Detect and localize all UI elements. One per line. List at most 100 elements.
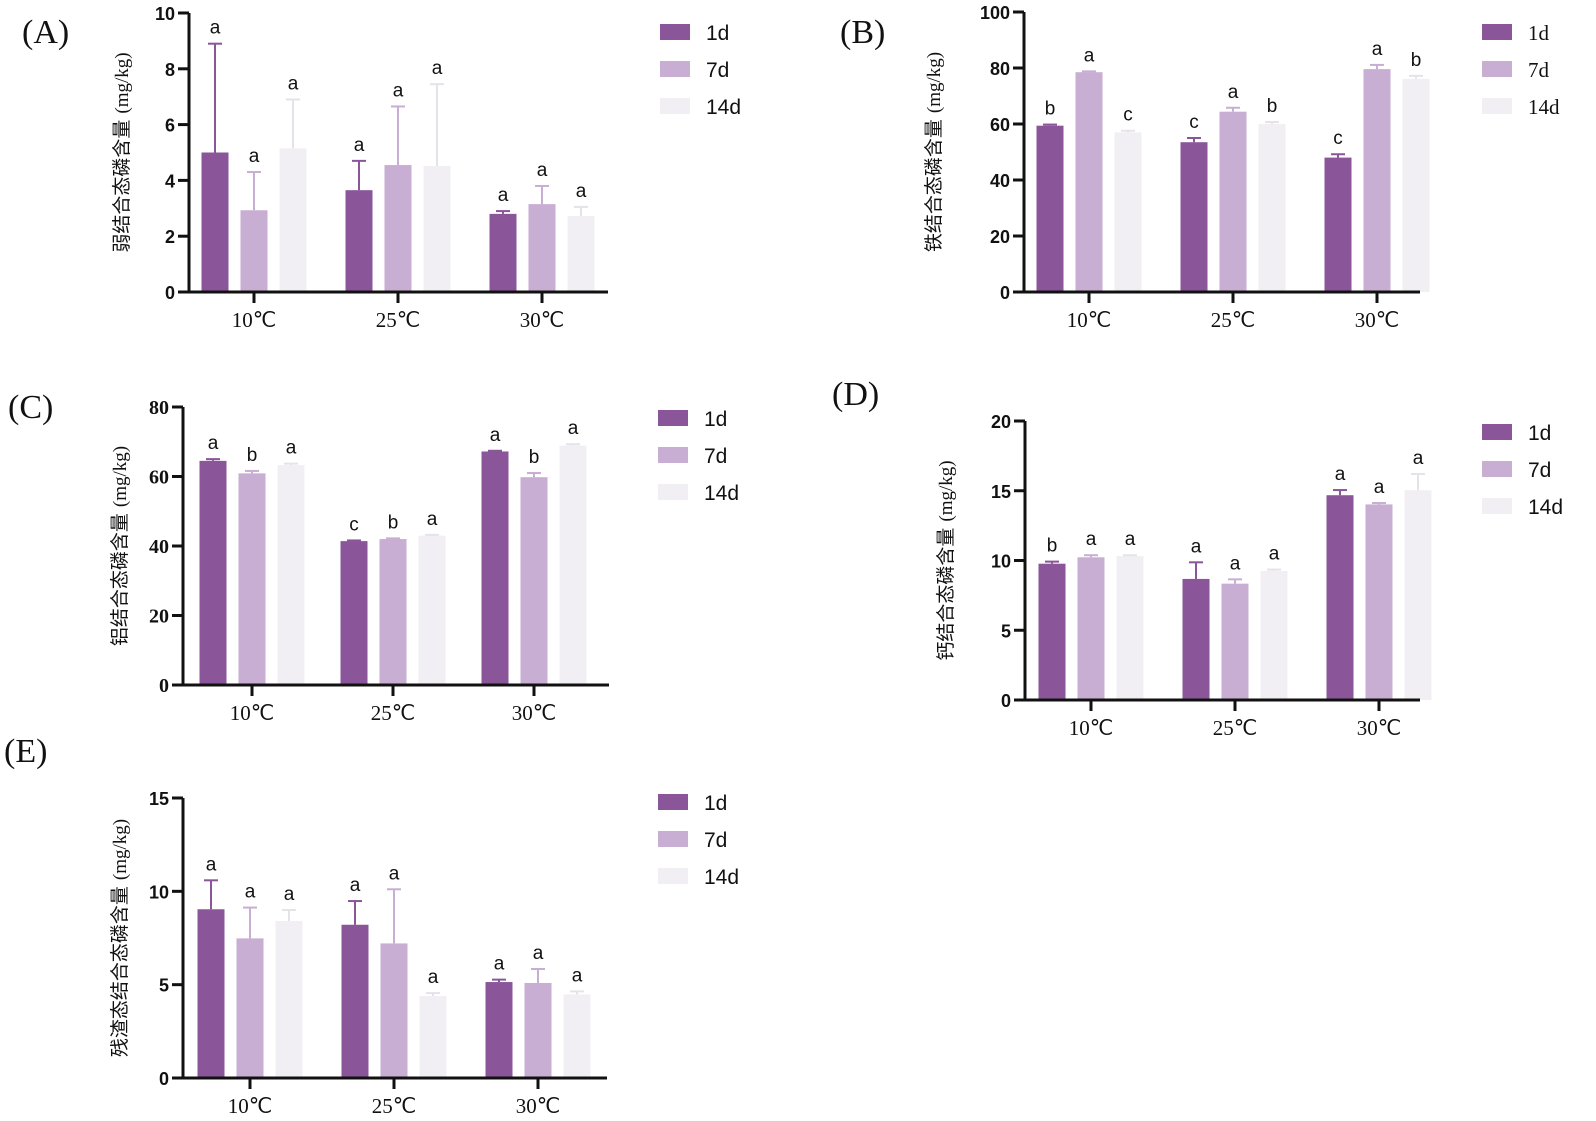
significance-letter-7d-2: a: [1372, 39, 1383, 60]
bar-14d-1: [1260, 570, 1288, 700]
significance-letter-1d-1: a: [350, 875, 361, 896]
significance-letter-1d-0: b: [1045, 99, 1056, 120]
y-axis-label-unit: (mg/kg): [936, 460, 957, 521]
legend-swatch-1d: [1482, 24, 1512, 40]
legend-label-1d: 1d: [704, 408, 727, 431]
legend: 1d 7d 14d: [1482, 422, 1563, 519]
panel-label: (C): [8, 389, 53, 426]
legend-label-14d: 14d: [706, 96, 741, 119]
significance-letter-14d-2: a: [568, 418, 579, 439]
bar-14d-2: [559, 445, 587, 685]
significance-letter-14d-2: a: [576, 181, 587, 202]
y-tick-label: 0: [159, 1069, 169, 1089]
y-tick-label: 60: [149, 467, 169, 489]
y-axis-label-unit: (mg/kg): [112, 52, 133, 113]
y-tick-label: 20: [991, 412, 1011, 432]
significance-letter-7d-1: a: [1228, 82, 1239, 103]
significance-letter-14d-1: a: [432, 58, 443, 79]
bar-1d-2: [489, 213, 517, 292]
y-axis-label: 弱结合态磷含量 (mg/kg): [111, 52, 133, 252]
legend-swatch-1d: [658, 794, 688, 810]
significance-letter-7d-2: a: [537, 160, 548, 181]
y-tick-label: 0: [1000, 283, 1010, 303]
legend: 1d 7d 14d: [658, 408, 739, 505]
legend-label-7d: 7d: [1528, 459, 1551, 482]
y-tick-label: 15: [991, 482, 1011, 502]
legend-label-7d: 7d: [706, 59, 729, 82]
legend-label-7d: 7d: [1528, 58, 1550, 82]
x-tick-label: 10℃: [232, 308, 277, 332]
legend-swatch-1d: [660, 24, 690, 40]
bar-1d-2: [1324, 157, 1352, 292]
x-tick-label: 10℃: [1069, 716, 1114, 740]
y-tick-label: 80: [149, 397, 169, 419]
y-axis-label-name: 钙结合态磷含量: [935, 528, 957, 661]
bar-1d-1: [340, 541, 368, 685]
bar-7d-2: [1363, 69, 1391, 293]
y-tick-label: 0: [1001, 691, 1011, 711]
y-tick-label: 10: [155, 4, 175, 24]
significance-letter-7d-0: b: [247, 445, 258, 466]
significance-letter-7d-1: a: [389, 863, 400, 884]
significance-letter-1d-1: c: [349, 514, 359, 535]
y-tick-label: 0: [159, 675, 169, 697]
significance-letter-1d-2: a: [498, 185, 509, 206]
y-axis-label-name: 铝结合态磷含量: [109, 513, 131, 646]
y-axis-label-unit: (mg/kg): [110, 446, 131, 507]
x-tick-label: 10℃: [1067, 308, 1112, 332]
x-tick-label: 30℃: [1355, 308, 1400, 332]
bar-1d-1: [345, 190, 373, 292]
significance-letter-14d-0: c: [1123, 105, 1133, 126]
x-tick-label: 25℃: [376, 308, 421, 332]
legend-label-1d: 1d: [1528, 21, 1550, 45]
significance-letter-14d-2: a: [572, 965, 583, 986]
bar-1d-1: [1180, 142, 1208, 292]
significance-letter-14d-1: b: [1267, 96, 1278, 117]
bar-14d-0: [275, 921, 303, 1078]
bar-14d-1: [418, 535, 446, 685]
panel-e: (E) 残渣态结合态磷含量 (mg/kg) a a a a a a a a a 0 5 10 15 10℃ 25℃…: [4, 733, 739, 1118]
legend-swatch-1d: [658, 410, 688, 426]
significance-letter-14d-0: a: [1125, 529, 1136, 550]
x-tick-label: 10℃: [230, 701, 275, 725]
legend-swatch-14d: [1482, 98, 1512, 114]
bar-14d-0: [279, 148, 307, 292]
legend: 1d 7d 14d: [1482, 21, 1560, 119]
significance-letter-7d-1: a: [393, 80, 404, 101]
x-tick-label: 25℃: [371, 701, 416, 725]
significance-letter-1d-0: a: [206, 854, 217, 875]
bar-7d-2: [520, 477, 548, 685]
legend-label-14d: 14d: [1528, 496, 1563, 519]
legend-label-1d: 1d: [1528, 422, 1551, 445]
bar-14d-0: [1116, 556, 1144, 700]
y-tick-label: 10: [149, 882, 169, 902]
significance-letter-1d-0: b: [1047, 536, 1058, 557]
x-tick-label: 30℃: [516, 1094, 561, 1118]
y-tick-label: 20: [990, 227, 1010, 247]
significance-letter-7d-0: a: [249, 146, 260, 167]
y-axis-label-unit: (mg/kg): [110, 819, 131, 880]
y-tick-label: 20: [149, 606, 169, 628]
y-tick-label: 5: [1001, 621, 1011, 641]
y-tick-label: 0: [165, 283, 175, 303]
significance-letter-14d-1: a: [1269, 544, 1280, 565]
legend-swatch-14d: [1482, 498, 1512, 514]
y-tick-label: 60: [990, 115, 1010, 135]
legend-swatch-7d: [1482, 61, 1512, 77]
x-tick-label: 10℃: [228, 1094, 273, 1118]
significance-letter-1d-1: a: [1191, 536, 1202, 557]
panel-label: (D): [832, 376, 879, 413]
panel-label: (A): [22, 14, 69, 51]
significance-letter-7d-2: b: [529, 447, 540, 468]
legend-swatch-14d: [660, 98, 690, 114]
significance-letter-14d-0: a: [286, 438, 297, 459]
significance-letter-1d-2: a: [490, 425, 501, 446]
y-tick-label: 4: [165, 171, 175, 191]
bar-14d-2: [1404, 490, 1432, 700]
y-axis-label: 铝结合态磷含量 (mg/kg): [109, 446, 131, 646]
x-tick-label: 30℃: [512, 701, 557, 725]
significance-letter-14d-1: a: [427, 509, 438, 530]
bar-1d-1: [1182, 578, 1210, 700]
bar-7d-1: [384, 165, 412, 292]
